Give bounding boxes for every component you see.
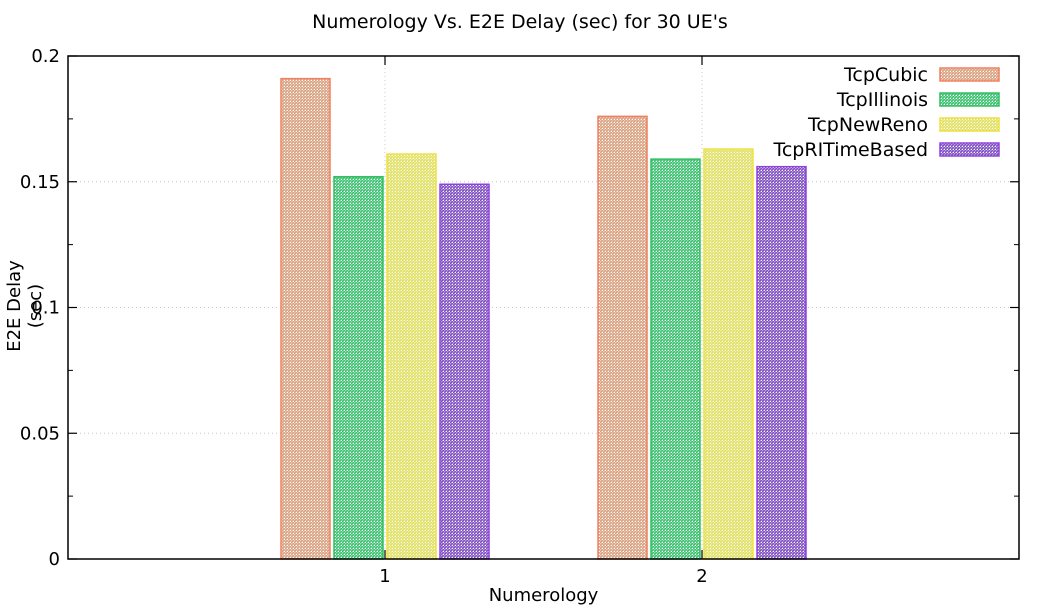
y-tick-label: 0.2 [31,46,60,67]
legend-swatch [939,92,1000,107]
bar-tcpritimebased-1 [439,183,490,560]
bar-tcpcubic-1 [280,77,331,560]
x-tick-label: 2 [696,566,707,587]
bar-tcpillinois-1 [333,175,384,560]
legend-label: TcpRITimeBased [772,139,928,161]
y-axis-label: E2E Delay (sec) [4,260,46,352]
y-tick-label: 0 [49,549,60,570]
legend: TcpCubic TcpIllinois TcpNewReno TcpRITimeBa… [772,64,1000,161]
bar-tcpritimebased-2 [756,165,807,560]
legend-swatch [939,142,1000,157]
bar-tcpnewreno-1 [386,153,437,560]
x-tick-label: 1 [379,566,390,587]
grid-lines [68,56,1019,559]
x-axis-label: Numerology [488,585,599,606]
bar-tcpcubic-2 [597,115,648,560]
bar-tcpnewreno-2 [703,148,754,560]
bars [280,77,807,560]
y-tick-label: 0.15 [20,172,60,193]
axis-ticks: 0 0.05 0.1 0.15 0.2 1 2 [20,46,1019,587]
legend-label: TcpCubic [843,64,928,86]
chart-title: Numerology Vs. E2E Delay (sec) for 30 UE… [312,11,728,33]
legend-label: TcpIllinois [836,89,928,111]
y-tick-label: 0.05 [20,423,60,444]
legend-swatch [939,117,1000,132]
y-tick-label: 0.1 [31,298,60,319]
bar-tcpillinois-2 [650,158,701,560]
legend-label: TcpNewReno [807,114,928,136]
legend-swatch [939,67,1000,82]
